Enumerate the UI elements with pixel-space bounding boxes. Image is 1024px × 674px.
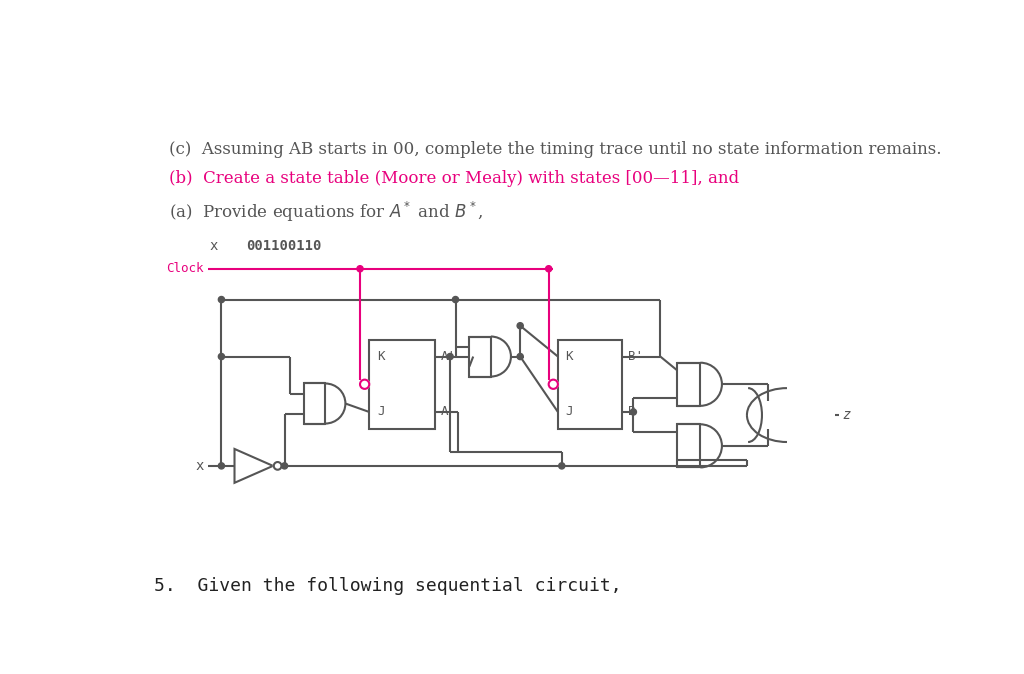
Text: 5.  Given the following sequential circuit,: 5. Given the following sequential circui… — [154, 577, 622, 594]
Bar — [469, 336, 490, 377]
Bar — [677, 425, 700, 468]
Circle shape — [546, 266, 552, 272]
Text: x: x — [196, 459, 204, 473]
Circle shape — [517, 323, 523, 329]
Text: K: K — [377, 350, 384, 363]
Circle shape — [218, 463, 224, 469]
Text: J: J — [377, 406, 384, 419]
Bar — [370, 340, 435, 429]
Circle shape — [357, 266, 364, 272]
Bar — [558, 340, 622, 429]
Text: (a)  Provide equations for $A^*$ and $B^*$,: (a) Provide equations for $A^*$ and $B^*… — [169, 200, 483, 224]
Circle shape — [218, 353, 224, 360]
Text: B': B' — [628, 350, 643, 363]
Circle shape — [631, 409, 637, 415]
Text: A': A' — [441, 350, 456, 363]
Text: (b)  Create a state table (Moore or Mealy) with states [00—11], and: (b) Create a state table (Moore or Mealy… — [169, 171, 739, 187]
Text: x: x — [210, 239, 218, 253]
Circle shape — [549, 379, 558, 389]
Circle shape — [218, 297, 224, 303]
Circle shape — [517, 353, 523, 360]
Bar — [677, 363, 700, 406]
Circle shape — [559, 463, 565, 469]
Text: A: A — [441, 406, 449, 419]
Circle shape — [273, 462, 282, 470]
Circle shape — [360, 379, 370, 389]
Text: K: K — [565, 350, 573, 363]
Text: B: B — [628, 406, 636, 419]
Circle shape — [453, 297, 459, 303]
Text: Clock: Clock — [166, 262, 204, 275]
Text: (c)  Assuming AB starts in 00, complete the timing trace until no state informat: (c) Assuming AB starts in 00, complete t… — [169, 141, 941, 158]
Bar — [304, 384, 326, 423]
Circle shape — [282, 463, 288, 469]
Circle shape — [447, 353, 454, 360]
Text: 001100110: 001100110 — [246, 239, 322, 253]
Text: z: z — [843, 408, 851, 422]
Text: J: J — [565, 406, 573, 419]
